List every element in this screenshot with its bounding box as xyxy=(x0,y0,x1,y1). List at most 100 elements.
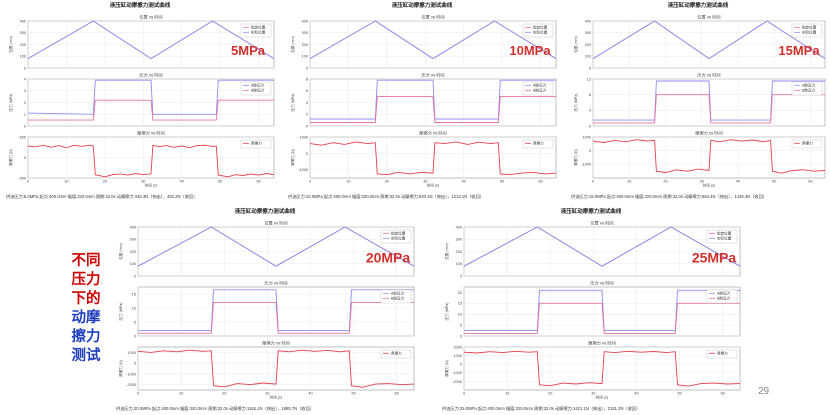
y-axis-label: 位置 (mm) xyxy=(290,36,295,53)
y-tick-label: 0 xyxy=(460,334,462,338)
y-tick-label: 10 xyxy=(458,313,462,317)
legend-label: 实际位置 xyxy=(717,236,732,241)
y-tick-label: 300 xyxy=(585,31,591,35)
side-label-line: 压力 xyxy=(71,272,101,288)
x-tick-label: 40 xyxy=(736,180,740,184)
legend-label: 摩擦力 xyxy=(717,351,728,356)
y-tick-label: 100 xyxy=(456,262,462,266)
y-tick-label: 5 xyxy=(460,324,462,328)
x-tick-label: 60 xyxy=(257,180,261,184)
x-tick-label: 20 xyxy=(385,180,389,184)
y-tick-label: 8 xyxy=(306,77,308,81)
chart-footer: 供油压力:10.0MPa 起点:400.0mm 幅值:320.0mm 周期:32… xyxy=(288,193,484,200)
side-label: 不同 压力 下的 动摩 擦力 测试 xyxy=(66,252,106,366)
x-tick-label: 60 xyxy=(808,180,812,184)
side-label-line: 不同 xyxy=(71,253,101,269)
x-tick-label: 50 xyxy=(218,180,222,184)
y-axis-label: 压力 (MPa) xyxy=(444,303,449,321)
y-tick-label: 400 xyxy=(20,19,26,23)
chart-panel-25mpa: 液压缸动摩擦力测试曲线 供油压力:25.0MPa 起点:400.0mm 幅值:32… xyxy=(438,206,744,412)
side-label-line: 擦力 xyxy=(71,329,101,345)
legend-label: B腔压力 xyxy=(391,296,405,301)
y-tick-label: 5 xyxy=(134,320,136,324)
y-tick-label: 1000 xyxy=(583,135,591,139)
legend-box xyxy=(706,349,738,359)
legend-label: 摩擦力 xyxy=(533,141,544,146)
y-tick-label: 1000 xyxy=(454,354,462,358)
y-tick-label: 0 xyxy=(306,66,308,70)
series-line xyxy=(137,349,415,388)
pressure-label: 5MPa xyxy=(231,43,266,58)
legend-box xyxy=(522,139,554,149)
y-axis-label: 位置 (mm) xyxy=(118,243,123,260)
subplot-title: 位置 vs 时间 xyxy=(697,14,720,21)
legend-label: B腔压力 xyxy=(717,296,731,301)
series-line xyxy=(137,226,415,267)
y-axis-label: 摩擦力 (N) xyxy=(8,149,13,166)
y-tick-label: 4 xyxy=(589,109,591,113)
legend-label: 指定位置 xyxy=(533,25,548,30)
chart-panel-15mpa: 液压缸动摩擦力测试曲线 供油压力:15.0MPa 起点:400.0mm 幅值:32… xyxy=(567,0,829,200)
legend-label: 实际位置 xyxy=(391,236,406,241)
y-tick-label: 200 xyxy=(456,250,462,254)
x-tick-label: 10 xyxy=(627,180,631,184)
y-tick-label: 0 xyxy=(134,362,136,366)
y-tick-label: 0 xyxy=(460,274,462,278)
chart-footer: 供油压力:15.0MPa 起点:400.0mm 幅值:320.0mm 周期:32… xyxy=(571,193,767,200)
x-tick-label: 20 xyxy=(222,392,226,396)
y-tick-label: 300 xyxy=(130,238,136,242)
x-tick-label: 30 xyxy=(141,180,145,184)
subplot-title: 摩擦力 vs 时间 xyxy=(262,340,289,347)
subplot-title: 位置 vs 时间 xyxy=(421,14,444,21)
y-axis-label: 摩擦力 (N) xyxy=(573,149,578,166)
x-axis-label: 时间 (s) xyxy=(145,183,157,188)
y-tick-label: 0 xyxy=(460,363,462,367)
y-axis-label: 位置 (mm) xyxy=(8,36,13,53)
pressure-label: 10MPa xyxy=(509,43,551,58)
y-axis-label: 摩擦力 (N) xyxy=(290,149,295,166)
x-axis-label: 时间 (s) xyxy=(703,183,715,188)
series-line xyxy=(592,139,826,174)
y-tick-label: 4 xyxy=(24,77,26,81)
series-line xyxy=(463,350,741,387)
subplot-title: 压力 vs 时间 xyxy=(264,280,287,287)
subplot-title: 位置 vs 时间 xyxy=(264,220,287,227)
legend-box xyxy=(791,139,823,149)
series-line xyxy=(28,99,274,121)
y-tick-label: 0 xyxy=(589,66,591,70)
legend-label: 实际位置 xyxy=(533,30,548,35)
x-tick-label: 40 xyxy=(462,180,466,184)
x-tick-label: 50 xyxy=(772,180,776,184)
y-tick-label: 0 xyxy=(589,124,591,128)
subplot-title: 摩擦力 vs 时间 xyxy=(419,130,446,137)
y-tick-label: -2000 xyxy=(126,383,136,387)
y-tick-label: 1 xyxy=(24,113,26,117)
legend-box xyxy=(240,139,272,149)
series-line xyxy=(27,20,275,60)
legend-label: B腔压力 xyxy=(251,88,265,93)
x-axis-label: 时间 (s) xyxy=(427,183,439,188)
series-line xyxy=(27,144,275,178)
y-tick-label: 6 xyxy=(306,89,308,93)
y-tick-label: 0 xyxy=(589,149,591,153)
y-tick-label: 200 xyxy=(302,43,308,47)
series-line xyxy=(593,94,825,124)
subplot-title: 摩擦力 vs 时间 xyxy=(695,130,722,137)
chart-footer: 供油压力:25.0MPa 起点:400.0mm 幅值:320.0mm 周期:32… xyxy=(442,405,640,412)
chart-footer: 供油压力:20.0MPa 起点:400.0mm 幅值:320.0mm 周期:32… xyxy=(116,405,314,412)
pressure-label: 25MPa xyxy=(692,249,737,265)
series-line xyxy=(27,79,274,115)
series-line xyxy=(463,226,741,267)
legend-label: A腔压力 xyxy=(802,83,816,88)
series-line xyxy=(464,302,740,334)
chart-title: 液压缸动摩擦力测试曲线 xyxy=(392,1,453,9)
legend-label: 指定位置 xyxy=(717,231,732,236)
subplot-title: 位置 vs 时间 xyxy=(139,14,162,21)
series-line xyxy=(309,141,557,176)
legend-box xyxy=(380,349,412,359)
series-line xyxy=(138,301,414,334)
